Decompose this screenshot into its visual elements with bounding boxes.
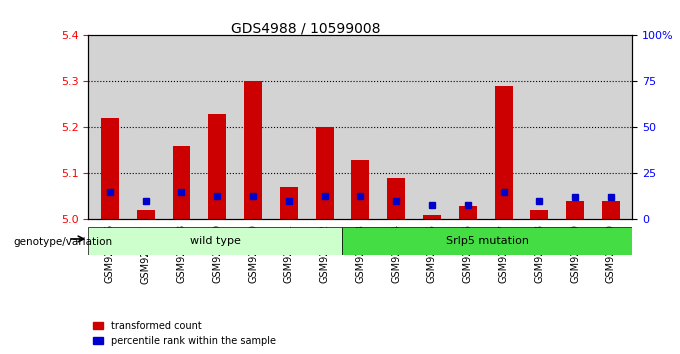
Text: wild type: wild type: [190, 236, 241, 246]
FancyBboxPatch shape: [342, 227, 632, 255]
Text: Srlp5 mutation: Srlp5 mutation: [446, 236, 529, 246]
Bar: [602, 201, 620, 219]
Text: genotype/variation: genotype/variation: [14, 238, 113, 247]
Bar: [101, 118, 119, 219]
Bar: [316, 127, 334, 219]
Bar: [208, 114, 226, 219]
Bar: [459, 206, 477, 219]
Legend: transformed count, percentile rank within the sample: transformed count, percentile rank withi…: [93, 321, 276, 346]
Bar: [244, 81, 262, 219]
Bar: [280, 187, 298, 219]
Bar: [423, 215, 441, 219]
Bar: [494, 86, 513, 219]
Text: GDS4988 / 10599008: GDS4988 / 10599008: [231, 21, 381, 35]
Bar: [173, 146, 190, 219]
FancyBboxPatch shape: [88, 227, 342, 255]
Bar: [530, 210, 548, 219]
Bar: [387, 178, 405, 219]
Bar: [566, 201, 584, 219]
Bar: [352, 160, 369, 219]
Bar: [137, 210, 154, 219]
